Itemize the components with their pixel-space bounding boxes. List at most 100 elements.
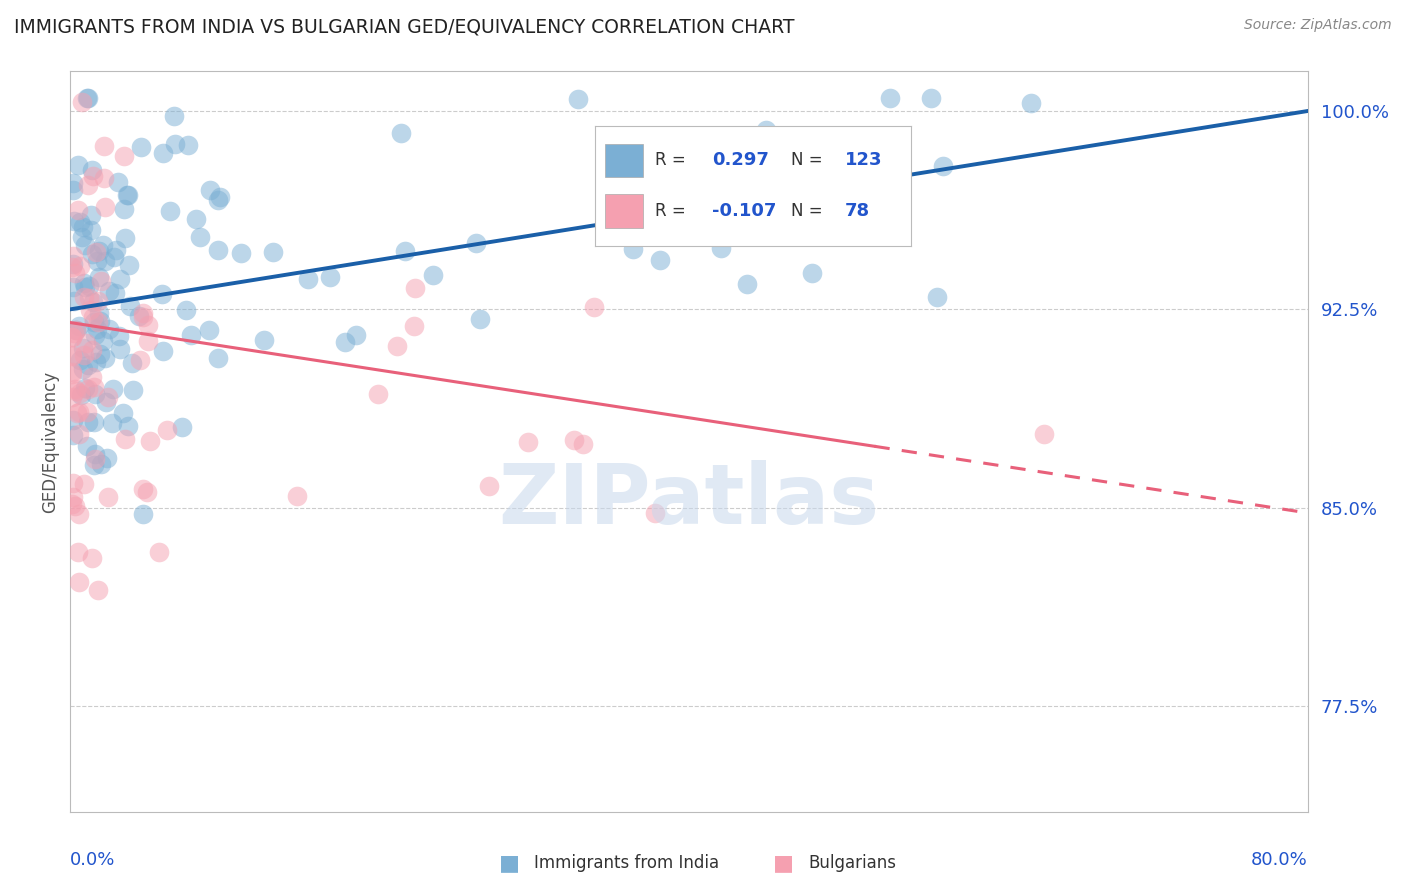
Point: [60, 349, 83, 363]
Text: ZIPatlas: ZIPatlas: [499, 460, 879, 541]
Point: [207, 351, 229, 365]
Point: [112, 149, 135, 163]
Point: [108, 329, 131, 343]
Point: [67, 203, 90, 218]
Text: Immigrants from India: Immigrants from India: [534, 855, 720, 872]
Point: [87, 244, 110, 259]
Point: [121, 356, 143, 370]
Point: [67, 574, 90, 589]
Point: [94, 351, 117, 365]
Point: [65, 500, 87, 514]
Point: [879, 91, 901, 105]
Point: [77, 291, 100, 305]
Point: [62, 279, 84, 293]
Point: [72, 362, 94, 376]
Point: [128, 353, 150, 368]
Point: [84, 452, 107, 467]
Point: [129, 140, 152, 154]
Point: [477, 479, 499, 493]
Point: [402, 318, 425, 333]
Point: [62, 428, 84, 442]
Point: [86, 355, 108, 369]
Point: [422, 268, 444, 283]
Point: [83, 380, 105, 394]
Point: [87, 583, 110, 598]
Point: [582, 300, 605, 314]
Point: [67, 405, 90, 419]
Point: [136, 484, 159, 499]
Point: [89, 314, 111, 328]
Y-axis label: GED/Equivalency: GED/Equivalency: [41, 370, 59, 513]
Point: [60, 366, 83, 380]
Point: [650, 253, 672, 268]
Point: [97, 490, 120, 504]
Point: [562, 433, 585, 447]
Text: IMMIGRANTS FROM INDIA VS BULGARIAN GED/EQUIVALENCY CORRELATION CHART: IMMIGRANTS FROM INDIA VS BULGARIAN GED/E…: [14, 18, 794, 37]
Point: [131, 310, 153, 325]
Point: [132, 482, 155, 496]
Point: [62, 249, 84, 263]
Point: [69, 426, 91, 441]
Point: [117, 418, 139, 433]
Point: [73, 381, 96, 395]
Point: [150, 287, 173, 301]
Point: [76, 440, 98, 454]
Point: [180, 328, 202, 343]
Point: [108, 343, 131, 357]
Text: -0.107: -0.107: [713, 202, 776, 220]
Point: [60, 348, 83, 362]
Point: [516, 435, 538, 450]
Point: [90, 458, 112, 472]
Point: [60, 390, 83, 404]
Point: [139, 434, 162, 448]
Point: [87, 315, 110, 329]
Text: N =: N =: [792, 202, 823, 220]
Point: [389, 126, 412, 140]
Point: [853, 204, 876, 219]
Point: [67, 319, 90, 334]
Point: [152, 344, 174, 359]
Bar: [605, 194, 643, 227]
Point: [62, 182, 84, 196]
Text: ■: ■: [499, 854, 520, 873]
Point: [262, 244, 284, 259]
Point: [120, 299, 142, 313]
Text: Bulgarians: Bulgarians: [808, 855, 897, 872]
Point: [188, 230, 211, 244]
Point: [710, 241, 733, 255]
Point: [73, 277, 96, 291]
Point: [344, 327, 367, 342]
Point: [335, 335, 357, 350]
Point: [87, 293, 110, 308]
Point: [644, 507, 666, 521]
Point: [319, 270, 342, 285]
Point: [80, 162, 103, 177]
Point: [67, 507, 90, 521]
Point: [82, 310, 104, 324]
Point: [198, 183, 221, 197]
Point: [83, 416, 105, 430]
Point: [208, 190, 231, 204]
Point: [60, 260, 83, 274]
Text: 80.0%: 80.0%: [1251, 851, 1308, 869]
Point: [82, 169, 104, 183]
Point: [63, 214, 86, 228]
Point: [163, 136, 186, 151]
Point: [385, 338, 408, 352]
Point: [80, 209, 103, 223]
Point: [82, 295, 104, 310]
Point: [163, 109, 186, 123]
Point: [118, 258, 141, 272]
Point: [87, 270, 110, 285]
Text: 0.0%: 0.0%: [70, 851, 115, 869]
Point: [132, 508, 155, 522]
Point: [89, 346, 111, 360]
Point: [63, 383, 86, 397]
Point: [63, 266, 86, 280]
Point: [184, 211, 207, 226]
Point: [91, 334, 114, 348]
Point: [101, 382, 124, 396]
Point: [152, 145, 174, 160]
Point: [159, 204, 181, 219]
Point: [62, 176, 84, 190]
